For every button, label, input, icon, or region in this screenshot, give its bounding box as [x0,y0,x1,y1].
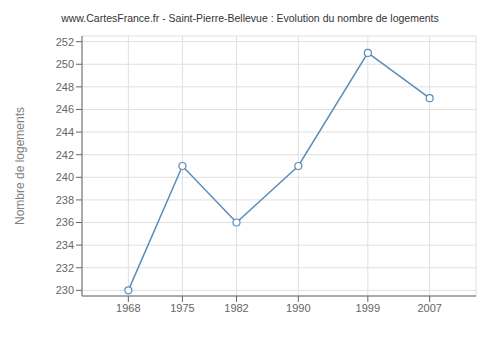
svg-text:242: 242 [56,149,74,161]
svg-text:230: 230 [56,284,74,296]
svg-text:1990: 1990 [286,302,310,314]
svg-text:234: 234 [56,239,74,251]
svg-text:232: 232 [56,262,74,274]
svg-text:248: 248 [56,81,74,93]
html-text:www.CartesFrance.fr - Saint-Pi: www.CartesFrance.fr - Saint-Pierre-Belle… [61,12,439,24]
svg-text:1999: 1999 [356,302,380,314]
svg-text:244: 244 [56,126,74,138]
svg-text:250: 250 [56,58,74,70]
svg-text:252: 252 [56,36,74,48]
svg-text:236: 236 [56,216,74,228]
svg-text:240: 240 [56,171,74,183]
svg-text:1982: 1982 [224,302,248,314]
svg-text:Nombre de logements: Nombre de logements [13,107,27,225]
svg-text:2007: 2007 [417,302,441,314]
svg-text:246: 246 [56,103,74,115]
svg-text:1968: 1968 [116,302,140,314]
svg-text:238: 238 [56,194,74,206]
svg-text:1975: 1975 [170,302,194,314]
